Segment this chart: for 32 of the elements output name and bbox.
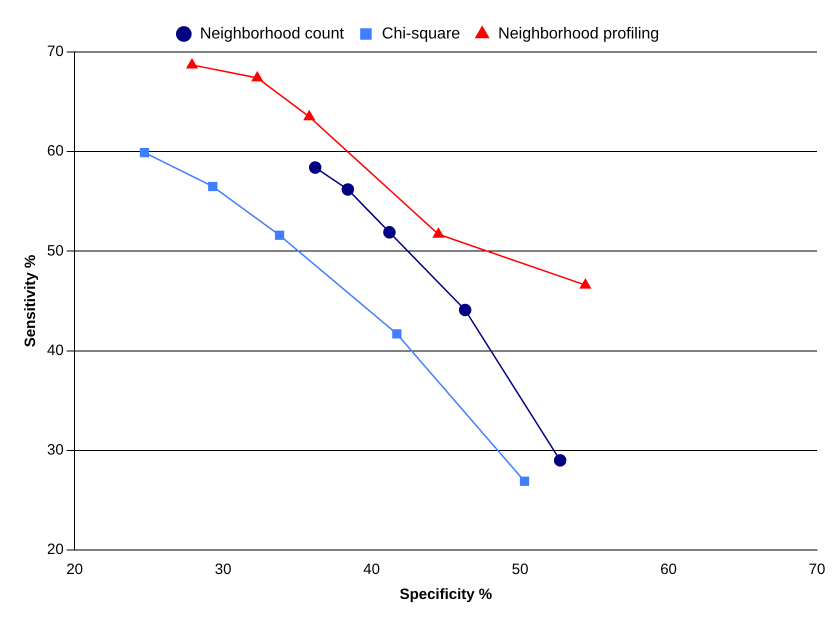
point — [392, 329, 402, 339]
point — [458, 304, 472, 316]
point — [342, 183, 354, 196]
x-tick-label: 60 — [660, 561, 677, 578]
x-tick-label: 40 — [363, 561, 380, 578]
x-tick-label: 30 — [214, 561, 232, 578]
point — [383, 226, 396, 239]
y-tick-label: 40 — [46, 342, 64, 359]
x-tick-label: 70 — [808, 561, 826, 578]
y-tick-label: 50 — [46, 242, 64, 260]
legend-label: Neighborhood count — [200, 25, 344, 42]
point — [580, 278, 591, 289]
x-tick-label: 20 — [66, 561, 84, 578]
legend-label: Chi-square — [382, 25, 460, 42]
point — [308, 161, 322, 174]
y-axis-title: Sensitivity % — [22, 254, 40, 348]
point — [274, 230, 284, 240]
y-tick-label: 60 — [46, 142, 64, 160]
y-tick-label: 30 — [46, 442, 64, 459]
point — [140, 148, 150, 158]
legend-label: Neighborhood profiling — [498, 25, 660, 42]
point — [304, 110, 315, 120]
point — [554, 454, 566, 467]
y-tick-label: 20 — [46, 541, 64, 558]
x-axis-title: Specificity % — [400, 586, 492, 604]
point — [520, 476, 530, 486]
point — [252, 72, 263, 82]
y-tick-label: 70 — [46, 43, 64, 60]
point — [432, 228, 444, 238]
x-tick-label: 50 — [512, 561, 528, 578]
point — [208, 182, 218, 192]
point — [186, 58, 198, 68]
